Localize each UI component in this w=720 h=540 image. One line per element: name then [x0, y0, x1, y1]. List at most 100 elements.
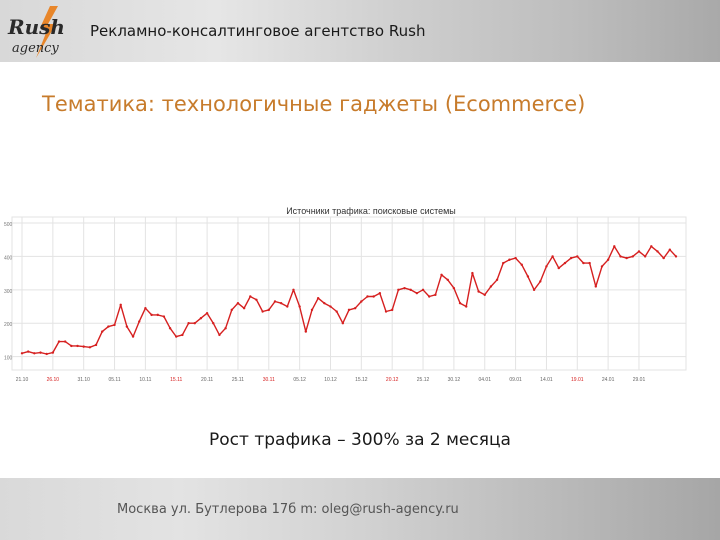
traffic-data-point	[181, 333, 184, 337]
x-tick-label: 25.12	[417, 377, 430, 383]
traffic-data-point	[138, 320, 141, 323]
traffic-data-point	[366, 295, 369, 298]
traffic-data-point	[421, 288, 425, 292]
traffic-data-point	[415, 291, 419, 295]
traffic-data-point	[600, 265, 604, 268]
traffic-data-point	[582, 261, 585, 265]
slide-title: Тематика: технологичные гаджеты (Ecommer…	[42, 92, 586, 116]
traffic-data-point	[576, 255, 579, 258]
y-tick-label: 100	[4, 356, 13, 362]
traffic-data-point	[409, 288, 412, 292]
traffic-data-point	[563, 261, 567, 265]
traffic-data-point	[33, 352, 36, 355]
x-tick-label: 30.11	[263, 377, 275, 383]
traffic-data-point	[51, 351, 55, 354]
chart-title: Источники трафика: поисковые системы	[286, 206, 456, 216]
traffic-data-point	[637, 250, 641, 253]
traffic-data-point	[316, 296, 320, 300]
traffic-data-point	[261, 310, 264, 313]
traffic-data-point	[434, 293, 437, 297]
traffic-data-point	[502, 261, 505, 265]
traffic-data-point	[175, 335, 178, 338]
footer-contacts: Москва ул. Бутлерова 17б m: oleg@rush-ag…	[117, 502, 459, 517]
traffic-data-point	[539, 280, 542, 283]
chart-svg: Источники трафика: поисковые системы 100…	[4, 206, 687, 383]
traffic-data-point	[483, 293, 486, 297]
x-tick-label: 05.11	[108, 377, 120, 383]
traffic-data-point	[125, 325, 129, 328]
x-tick-label: 04.01	[478, 377, 491, 383]
traffic-data-point	[446, 278, 449, 281]
footer-bar: Москва ул. Бутлерова 17б m: oleg@rush-ag…	[0, 478, 720, 540]
traffic-data-point	[471, 271, 474, 275]
traffic-data-point	[514, 256, 517, 260]
traffic-data-point	[403, 286, 406, 290]
x-tick-label: 31.10	[77, 377, 90, 383]
x-tick-label: 20.12	[386, 377, 399, 383]
traffic-data-point	[107, 325, 110, 328]
traffic-data-point	[353, 306, 357, 310]
traffic-data-point	[113, 323, 116, 327]
traffic-data-point	[668, 248, 672, 251]
svg-text:agency: agency	[12, 41, 59, 56]
traffic-data-point	[255, 298, 258, 302]
traffic-data-point	[465, 305, 468, 308]
traffic-data-point	[397, 288, 400, 292]
traffic-data-point	[26, 350, 30, 353]
x-tick-label: 25.11	[232, 377, 244, 383]
traffic-data-point	[656, 250, 659, 253]
y-tick-label: 400	[4, 255, 13, 261]
traffic-data-point	[230, 308, 233, 312]
traffic-data-point	[224, 327, 227, 330]
traffic-data-point	[63, 340, 67, 343]
traffic-data-point	[57, 340, 61, 343]
traffic-data-point	[279, 301, 283, 305]
x-tick-label: 20.11	[201, 377, 213, 383]
traffic-data-point	[452, 286, 456, 290]
traffic-data-point	[242, 306, 246, 310]
traffic-data-point	[341, 322, 345, 325]
y-tick-label: 300	[4, 289, 13, 295]
traffic-data-point	[650, 245, 653, 248]
traffic-data-point	[625, 256, 628, 260]
x-tick-label: 10.11	[139, 377, 151, 383]
traffic-data-point	[88, 346, 92, 349]
traffic-data-point	[187, 322, 190, 325]
traffic-data-point	[551, 255, 554, 258]
traffic-data-point	[218, 333, 221, 337]
traffic-data-point	[82, 345, 85, 348]
traffic-data-point	[477, 290, 480, 293]
traffic-data-point	[378, 291, 382, 295]
traffic-data-point	[360, 300, 363, 303]
traffic-data-point	[569, 256, 573, 260]
traffic-data-point	[193, 322, 196, 325]
traffic-data-point	[119, 303, 122, 307]
header-bar: Rush agency Рекламно-консалтинговое аген…	[0, 0, 720, 62]
x-tick-label: 19.01	[571, 377, 584, 383]
traffic-data-point	[212, 322, 215, 325]
x-tick-label: 30.12	[448, 377, 461, 383]
traffic-data-point	[249, 295, 252, 298]
traffic-data-point	[199, 317, 203, 320]
traffic-data-point	[390, 308, 394, 312]
x-tick-label: 09.01	[509, 377, 522, 383]
traffic-data-point	[545, 265, 548, 268]
traffic-data-point	[440, 273, 443, 276]
traffic-data-point	[532, 288, 536, 292]
x-tick-label: 10.12	[324, 377, 337, 383]
traffic-data-point	[76, 344, 79, 348]
traffic-data-point	[310, 308, 314, 312]
traffic-data-point	[273, 300, 277, 303]
traffic-data-point	[458, 301, 462, 305]
traffic-data-point	[156, 313, 159, 317]
traffic-data-point	[495, 278, 499, 281]
traffic-data-point	[643, 255, 647, 258]
y-tick-label: 500	[4, 222, 13, 228]
traffic-data-point	[45, 352, 48, 356]
traffic-data-point	[631, 255, 635, 258]
traffic-data-point	[267, 308, 270, 312]
y-tick-label: 200	[4, 322, 13, 328]
traffic-data-point	[588, 261, 591, 265]
x-tick-label: 14.01	[540, 377, 553, 383]
traffic-data-point	[662, 256, 665, 260]
